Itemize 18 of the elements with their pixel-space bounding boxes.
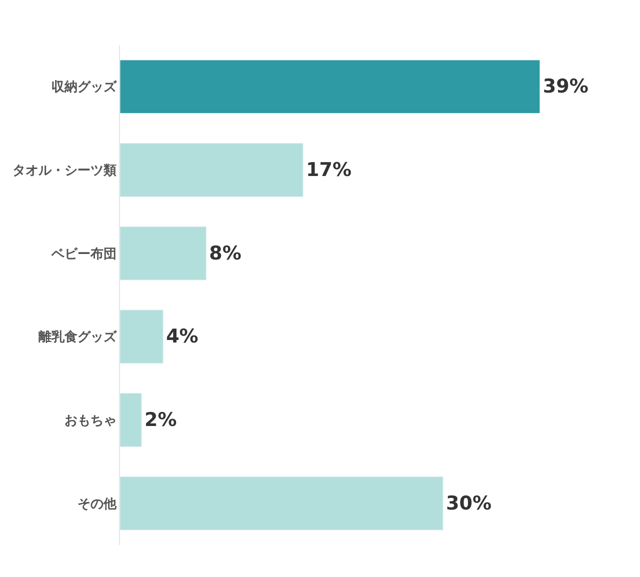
data-label: 17% [306,159,352,181]
data-label: 8% [209,242,242,264]
bar [120,143,304,197]
data-label: 39% [542,76,588,98]
y-tick-label: ベビー布団 [50,246,116,262]
y-tick-label: 離乳食グッズ [37,329,118,346]
data-label: 2% [144,409,177,431]
bar [120,476,444,530]
bar [120,60,540,114]
bar [120,393,142,447]
data-label: 30% [446,492,492,514]
y-tick-label: おもちゃ [64,414,116,429]
y-tick-label: 収納グッズ [51,80,118,96]
bar [120,226,206,280]
data-label: 4% [166,326,198,348]
bar [120,310,164,364]
y-tick-label: その他 [77,496,118,512]
y-tick-label: タオル・シーツ類 [12,164,116,179]
